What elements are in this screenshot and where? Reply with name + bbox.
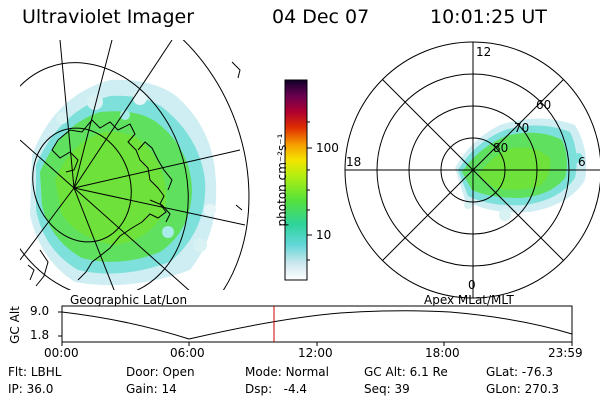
- altitude-plot: [58, 305, 573, 346]
- mlat-label-70: 70: [514, 121, 530, 135]
- status-gain: Gain: 14: [126, 382, 177, 396]
- status-glat: GLat: -76.3: [486, 365, 553, 379]
- status-seq: Seq: 39: [364, 382, 410, 396]
- colorbar-unit-label: photon cm⁻²s⁻¹: [275, 133, 289, 227]
- colorbar-ticks: [307, 121, 312, 261]
- coastline: [27, 61, 243, 287]
- aurora-image-left: [30, 79, 217, 286]
- status-dsp: Dsp: -4.4: [245, 382, 308, 396]
- right-panel-label: Apex MLat/MLT: [424, 293, 514, 307]
- altitude-xtick-00: 00:00: [44, 346, 79, 360]
- status-flt: Flt: LBHL: [8, 365, 62, 379]
- date-label: 04 Dec 07: [272, 6, 370, 28]
- geo-grid: [20, 40, 250, 290]
- altitude-xtick-18: 18:00: [425, 346, 460, 360]
- time-label: 10:01:25 UT: [430, 6, 547, 28]
- mlat-label-80: 80: [493, 141, 509, 155]
- altitude-curve: [61, 310, 573, 340]
- mlt-label-18: 18: [346, 155, 362, 169]
- status-gc-alt: GC Alt: 6.1 Re: [364, 365, 448, 379]
- geographic-map: [20, 40, 250, 290]
- colorbar: [284, 79, 308, 281]
- altitude-ytick-9: 9.0: [30, 304, 50, 318]
- mlt-label-0: 0: [468, 278, 476, 292]
- status-mode: Mode: Normal: [245, 365, 329, 379]
- altitude-ytick-1-8: 1.8: [30, 328, 50, 342]
- status-ip: IP: 36.0: [8, 382, 54, 396]
- altitude-xtick-06: 06:00: [170, 346, 205, 360]
- status-door: Door: Open: [126, 365, 195, 379]
- instrument-title: Ultraviolet Imager: [22, 6, 195, 28]
- colorbar-tick-10: 10: [316, 228, 332, 242]
- mlt-label-12: 12: [476, 45, 492, 59]
- left-panel-label: Geographic Lat/Lon: [70, 293, 188, 307]
- status-glon: GLon: 270.3: [486, 382, 559, 396]
- altitude-xtick-2359: 23:59: [548, 346, 583, 360]
- polar-plot: [344, 41, 600, 299]
- mlat-label-60: 60: [536, 98, 552, 112]
- mlt-label-6: 6: [578, 155, 586, 169]
- altitude-xtick-12: 12:00: [298, 346, 333, 360]
- colorbar-tick-100: 100: [316, 141, 339, 155]
- altitude-ylabel: GC Alt: [8, 306, 22, 344]
